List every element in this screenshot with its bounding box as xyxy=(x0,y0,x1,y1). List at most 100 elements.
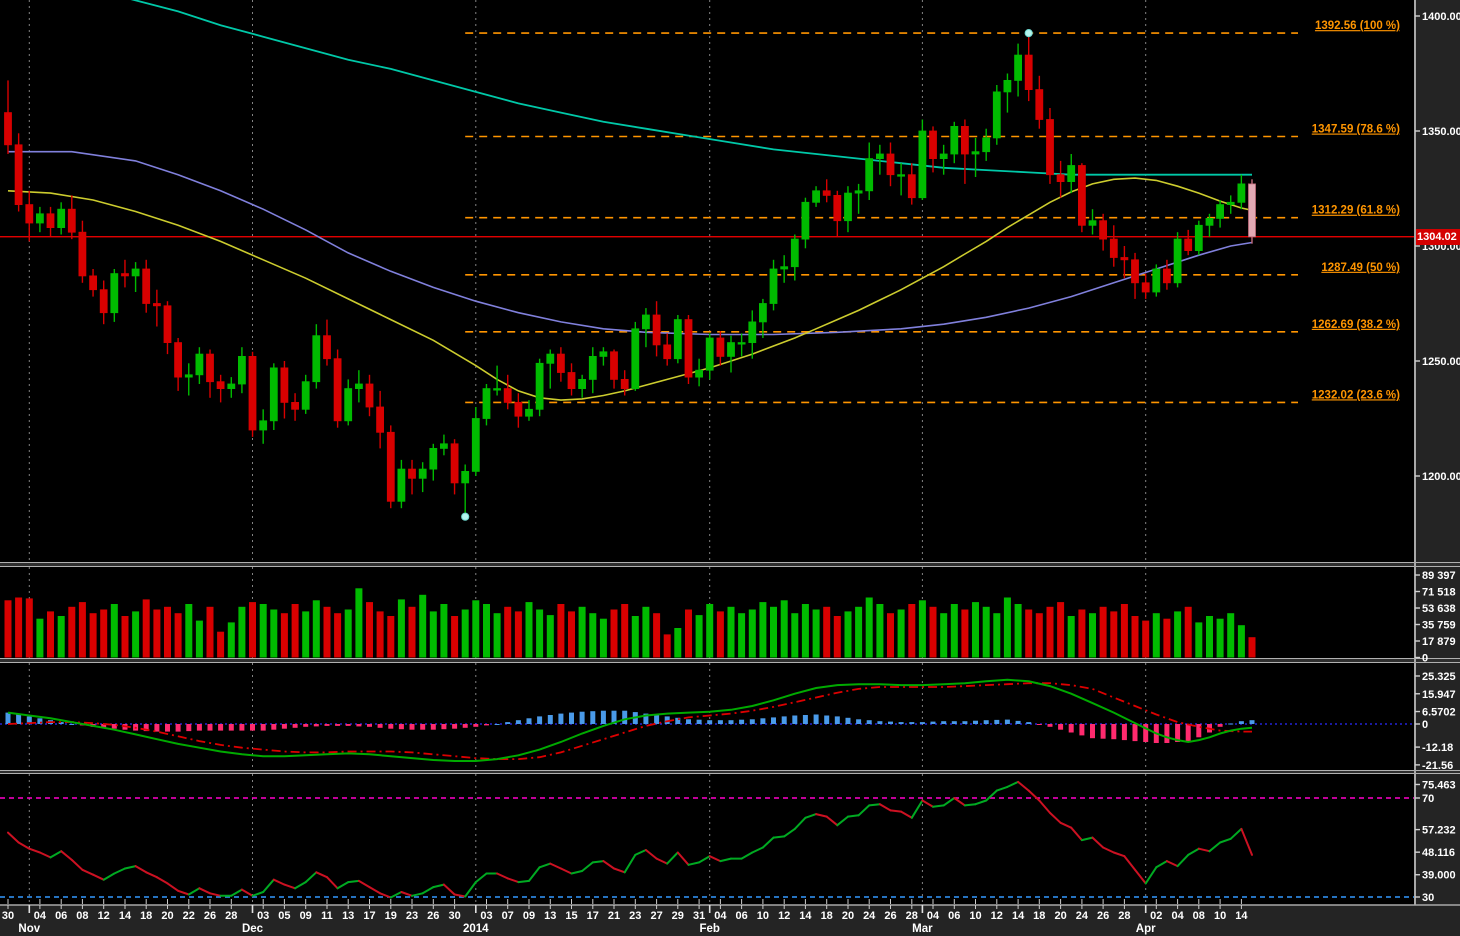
volume-bar xyxy=(972,602,979,658)
volume-bar xyxy=(1152,613,1160,658)
volume-bar xyxy=(663,634,671,658)
volume-panel[interactable] xyxy=(4,588,1256,658)
rsi-segment xyxy=(698,855,711,864)
macd-histogram-bar xyxy=(749,719,755,724)
volume-bar xyxy=(812,609,820,658)
volume-bar xyxy=(387,616,395,658)
volume-bar xyxy=(4,600,12,658)
volume-bar xyxy=(100,609,108,658)
date-label: 21 xyxy=(608,910,620,922)
candle xyxy=(557,353,565,373)
candle xyxy=(620,378,629,389)
volume-bar xyxy=(344,609,352,658)
rsi-segment xyxy=(847,814,860,818)
volume-bar xyxy=(270,609,278,658)
macd-histogram-bar xyxy=(537,716,543,724)
date-label: 31 xyxy=(693,910,705,922)
volume-bar xyxy=(1174,611,1182,658)
rsi-segment xyxy=(1112,851,1126,858)
rsi-segment xyxy=(368,886,382,895)
rsi-segment xyxy=(1049,811,1062,824)
volume-bar xyxy=(174,613,182,658)
time-axis[interactable]: 30 04 06 08 12 14 18 20 22 26 28 03 05 09 11 13 17 19 23 26… xyxy=(0,904,1460,935)
date-label: 06 xyxy=(55,910,67,922)
macd-histogram-bar xyxy=(1004,719,1010,724)
volume-bar xyxy=(68,606,76,658)
date-label: 20 xyxy=(161,910,173,922)
price-panel[interactable] xyxy=(0,0,1415,521)
rsi-segment xyxy=(517,879,530,884)
macd-histogram-bar xyxy=(686,719,691,724)
rsi-segment xyxy=(634,849,647,856)
date-label: 17 xyxy=(363,910,375,922)
volume-bar xyxy=(1248,637,1256,658)
candle xyxy=(195,353,204,376)
macd-histogram-bar xyxy=(941,721,947,724)
volume-bar xyxy=(472,600,480,658)
candle xyxy=(535,362,544,410)
rsi-segment xyxy=(889,809,903,813)
rsi-segment xyxy=(1155,860,1168,869)
panel-separator[interactable] xyxy=(0,770,1460,774)
volume-bar xyxy=(366,602,373,658)
volume-bar xyxy=(1216,618,1224,658)
volume-bar xyxy=(578,606,586,658)
rsi-segment xyxy=(549,862,562,870)
volume-bar xyxy=(695,615,703,658)
macd-histogram-bar xyxy=(1238,721,1244,724)
volume-bar xyxy=(887,613,894,658)
candle xyxy=(1046,119,1054,176)
volume-bar xyxy=(1206,616,1213,658)
date-label: 08 xyxy=(76,910,88,922)
macd-histogram-bar xyxy=(196,724,202,731)
macd-histogram-bar xyxy=(834,716,840,724)
volume-bar xyxy=(461,609,469,658)
macd-panel[interactable] xyxy=(0,678,1415,762)
rsi-segment xyxy=(155,876,169,885)
macd-histogram-bar xyxy=(983,720,989,724)
panel-separator[interactable] xyxy=(0,658,1460,663)
macd-histogram-bar xyxy=(1026,722,1032,724)
macd-histogram-bar xyxy=(1143,724,1149,742)
date-label: 09 xyxy=(300,910,312,922)
rsi-segment xyxy=(1229,827,1243,840)
rsi-segment xyxy=(124,865,137,870)
candle xyxy=(886,153,895,176)
candle xyxy=(152,303,161,307)
candle xyxy=(631,328,640,389)
volume-bar xyxy=(121,616,129,658)
macd-histogram-bar xyxy=(515,720,521,724)
volume-bar xyxy=(514,611,522,658)
rsi-segment xyxy=(432,883,445,889)
rsi-segment xyxy=(974,799,988,806)
date-label: 04 xyxy=(714,910,727,922)
panel-separator[interactable] xyxy=(0,562,1460,567)
candle xyxy=(982,137,991,153)
rsi-panel[interactable] xyxy=(0,780,1415,904)
candle xyxy=(822,190,831,196)
candle xyxy=(121,273,129,277)
candle xyxy=(854,190,863,194)
candle xyxy=(1109,238,1118,258)
candle xyxy=(4,112,12,146)
axis-value-label: 17 879 xyxy=(1422,636,1456,648)
volume-bar xyxy=(876,604,884,658)
candle xyxy=(1003,80,1012,93)
macd-histogram-bar xyxy=(654,715,660,724)
rsi-segment xyxy=(230,888,243,897)
macd-histogram-bar xyxy=(675,717,681,724)
volume-bar xyxy=(759,602,767,658)
volume-bar xyxy=(738,613,746,658)
month-label: Feb xyxy=(699,923,719,935)
rsi-segment xyxy=(272,878,286,886)
date-label: 22 xyxy=(183,910,195,922)
candle xyxy=(961,126,969,155)
volume-bar xyxy=(1046,606,1054,658)
candle xyxy=(429,447,438,470)
macd-histogram-bar xyxy=(441,724,447,730)
rsi-segment xyxy=(995,785,1009,792)
date-label: 26 xyxy=(884,910,896,922)
candle xyxy=(1173,238,1182,284)
